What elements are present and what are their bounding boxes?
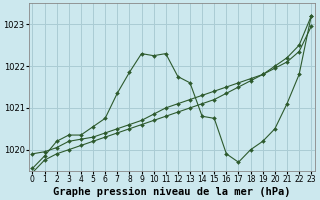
X-axis label: Graphe pression niveau de la mer (hPa): Graphe pression niveau de la mer (hPa) [53, 186, 291, 197]
